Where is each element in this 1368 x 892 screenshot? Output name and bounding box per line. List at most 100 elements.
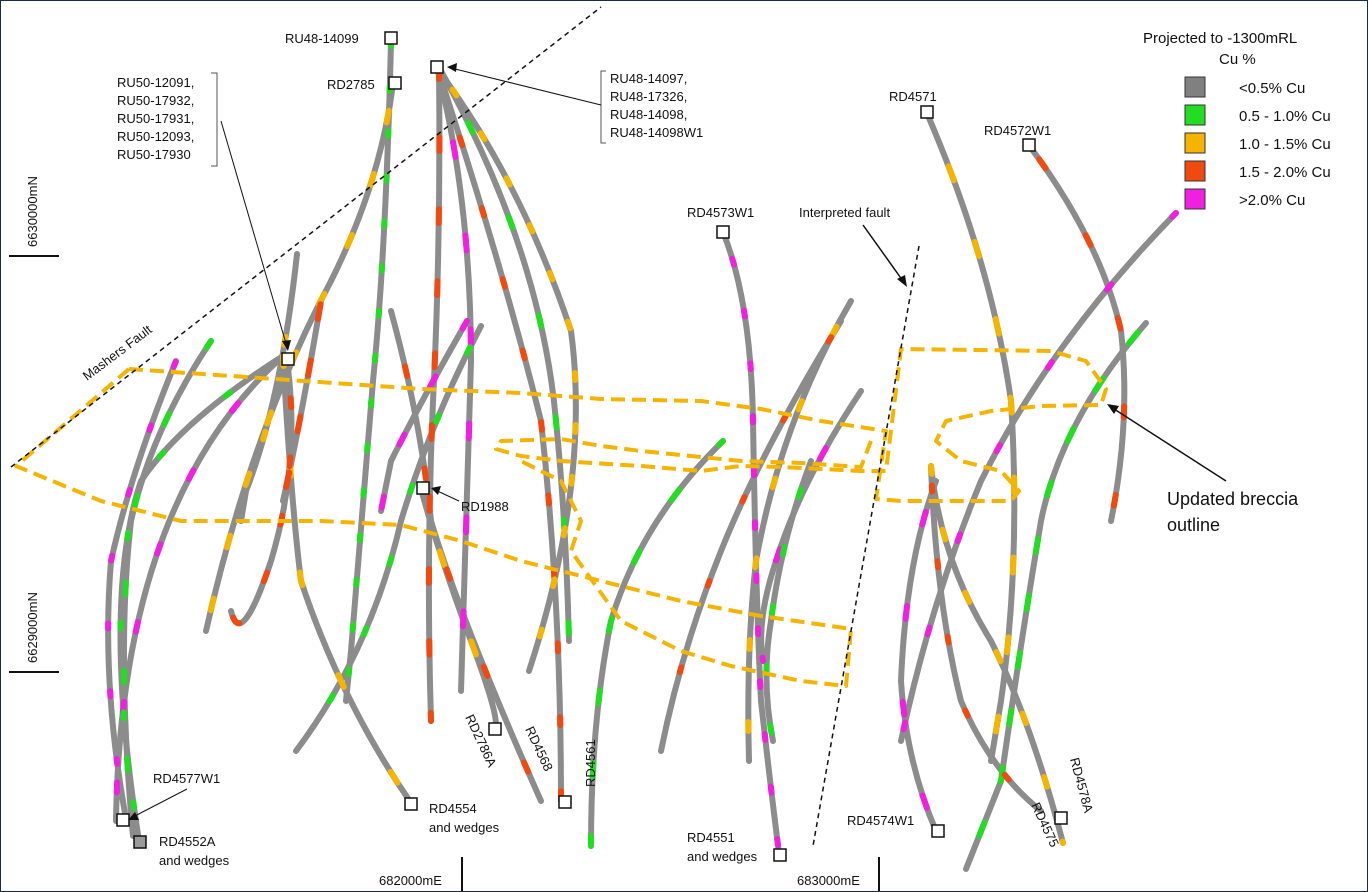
legend-swatch (1184, 104, 1206, 126)
collar-label: RD4578A (1067, 756, 1096, 815)
bracket-line (211, 72, 218, 167)
drill-trace (388, 308, 544, 804)
arrowhead-icon (431, 486, 441, 495)
collar-label: and wedges (159, 853, 230, 868)
northing-label-6629000: 6629000mN (25, 592, 40, 663)
grade-interval (280, 353, 414, 806)
grade-interval (113, 353, 286, 824)
drill-trace (343, 38, 394, 704)
legend-item-label: >2.0% Cu (1239, 192, 1305, 209)
collar-marker (430, 60, 444, 74)
collar-label: and wedges (429, 820, 500, 835)
grade-interval (898, 210, 1179, 744)
arrowhead-icon (897, 275, 907, 287)
interpreted-fault-line (812, 245, 920, 847)
leader-line (450, 67, 602, 106)
arrowhead-icon (447, 63, 457, 72)
collar-marker (388, 76, 402, 90)
legend-swatch (1184, 76, 1206, 98)
easting-label-683000: 683000mE (797, 873, 860, 888)
breccia-outline (14, 347, 1108, 688)
svg-text:RU50-17930: RU50-17930 (117, 147, 191, 162)
collar-label: RD1988 (461, 499, 509, 514)
grade-interval (280, 298, 324, 504)
leader-line (130, 788, 188, 819)
grid-ticks (9, 255, 880, 891)
collar-marker (133, 835, 147, 849)
collar-marker (116, 813, 130, 827)
collar-marker (1022, 138, 1036, 152)
grade-interval (434, 64, 564, 804)
collar-marker (488, 722, 502, 736)
collar-label: RU48-14099 (285, 31, 359, 46)
drill-trace (763, 458, 814, 744)
drill-trace (120, 338, 214, 839)
drill-trace (105, 358, 179, 822)
collar-marker (281, 352, 295, 366)
interpreted-fault-label: Interpreted fault (799, 205, 890, 220)
collar-label: RD4577W1 (153, 771, 220, 786)
collar-label-group-ru48: RU48-14097, RU48-17326, RU48-14098, RU48… (610, 71, 703, 140)
collar-label: RD4552A (159, 834, 216, 849)
drill-traces (105, 38, 1179, 872)
mashers-fault-line (10, 6, 602, 468)
legend-title: Projected to -1300mRL (1143, 30, 1297, 47)
svg-text:RU50-12091,: RU50-12091, (117, 75, 194, 90)
svg-text:RU50-12093,: RU50-12093, (117, 129, 194, 144)
grade-interval (720, 229, 782, 856)
svg-text:RU50-17932,: RU50-17932, (117, 93, 194, 108)
collar-label: RD4574W1 (847, 813, 914, 828)
legend-item-label: <0.5% Cu (1239, 80, 1305, 97)
legend: Projected to -1300mRL Cu % <0.5% Cu 0.5 -… (1143, 30, 1331, 210)
grade-interval (923, 108, 1018, 764)
collar-label: RD4571 (889, 89, 937, 104)
collar-marker (416, 481, 430, 495)
leader-line (1110, 406, 1227, 482)
collar-markers (116, 31, 1068, 862)
collar-label: RD4561 (583, 739, 598, 787)
legend-swatch (1184, 132, 1206, 154)
legend-item-label: 0.5 - 1.0% Cu (1239, 108, 1331, 125)
svg-text:RU48-14098,: RU48-14098, (610, 107, 687, 122)
collar-label: and wedges (687, 849, 758, 864)
grade-interval (963, 320, 1149, 872)
legend-item-label: 1.5 - 2.0% Cu (1239, 164, 1331, 181)
grade-interval (758, 388, 864, 664)
collar-label: RD4551 (687, 830, 735, 845)
collar-marker (773, 848, 787, 862)
collar-label: RD4573W1 (687, 205, 754, 220)
collar-marker (1054, 811, 1068, 825)
drill-trace (898, 210, 1179, 744)
collar-marker (558, 795, 572, 809)
leader-line (220, 120, 288, 348)
drill-trace (658, 318, 844, 754)
easting-label-682000: 682000mE (379, 873, 442, 888)
svg-text:RU48-14097,: RU48-14097, (610, 71, 687, 86)
svg-text:RU50-17931,: RU50-17931, (117, 111, 194, 126)
grade-interval (1025, 141, 1128, 524)
drill-trace (897, 478, 939, 834)
collar-label: RD4554 (429, 801, 477, 816)
svg-text:RU48-14098W1: RU48-14098W1 (610, 125, 703, 140)
legend-swatch (1184, 188, 1206, 210)
drill-trace (425, 68, 443, 724)
legend-swatch (1184, 160, 1206, 182)
grade-interval (928, 463, 1044, 814)
collar-label-group-ru50: RU50-12091, RU50-17932, RU50-17931, RU50… (117, 75, 194, 162)
breccia-outline-label: outline (1167, 515, 1220, 535)
breccia-outline-label: Updated breccia (1167, 489, 1299, 509)
mashers-fault-label: Mashers Fault (80, 322, 155, 384)
arrowhead-icon (128, 812, 139, 820)
legend-item-label: 1.0 - 1.5% Cu (1239, 136, 1331, 153)
bracket-line (600, 70, 606, 144)
grade-interval (105, 358, 179, 822)
grade-interval (745, 298, 854, 764)
drill-trace (378, 318, 470, 514)
grade-interval (228, 358, 295, 627)
northing-label-6630000: 6630000mN (25, 176, 40, 247)
arrowhead-icon (282, 340, 291, 351)
collar-marker (931, 824, 945, 838)
collar-label: RD4572W1 (984, 123, 1051, 138)
